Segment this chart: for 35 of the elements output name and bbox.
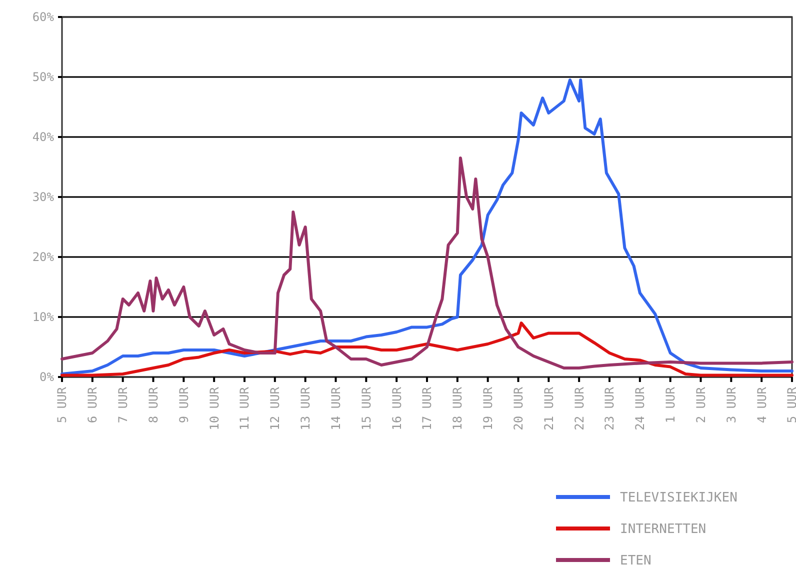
x-tick-label: 18 UUR	[450, 386, 465, 430]
x-tick-label: 7 UUR	[116, 386, 130, 424]
x-tick-label: 9 UUR	[176, 386, 191, 424]
x-tick-label: 16 UUR	[390, 386, 404, 430]
x-tick-label: 2 UUR	[694, 386, 708, 424]
y-tick-label: 10%	[32, 310, 55, 324]
x-tick-label: 5 UUR	[55, 386, 70, 424]
x-tick-label: 4 UUR	[754, 386, 769, 424]
x-tick-label: 13 UUR	[298, 386, 313, 430]
x-tick-label: 23 UUR	[602, 386, 617, 430]
x-tick-label: 3 UUR	[724, 386, 738, 424]
x-tick-label: 12 UUR	[268, 386, 282, 430]
x-tick-label: 11 UUR	[238, 386, 252, 430]
x-tick-label: 21 UUR	[542, 386, 556, 430]
x-tick-label: 6 UUR	[86, 386, 100, 424]
x-tick-label: 15 UUR	[359, 386, 374, 430]
x-tick-label: 22 UUR	[572, 386, 586, 430]
x-tick-label: 10 UUR	[207, 386, 222, 430]
x-tick-label: 17 UUR	[420, 386, 434, 430]
y-tick-label: 0%	[40, 370, 55, 384]
legend-label: INTERNETTEN	[620, 522, 706, 538]
x-tick-label: 14 UUR	[328, 386, 343, 430]
y-tick-label: 50%	[32, 70, 55, 84]
y-tick-label: 20%	[32, 250, 55, 264]
x-tick-label: 20 UUR	[511, 386, 526, 430]
legend-label: ETEN	[620, 554, 652, 569]
y-tick-label: 40%	[32, 130, 55, 144]
x-tick-label: 5 UUR	[785, 386, 796, 424]
x-tick-label: 1 UUR	[664, 386, 678, 424]
x-tick-label: 8 UUR	[146, 386, 160, 424]
legend-label: TELEVISIEKIJKEN	[620, 490, 738, 506]
x-tick-label: 24 UUR	[633, 386, 648, 430]
x-tick-label: 19 UUR	[481, 386, 496, 430]
y-tick-label: 30%	[32, 190, 55, 204]
y-tick-label: 60%	[32, 10, 55, 24]
